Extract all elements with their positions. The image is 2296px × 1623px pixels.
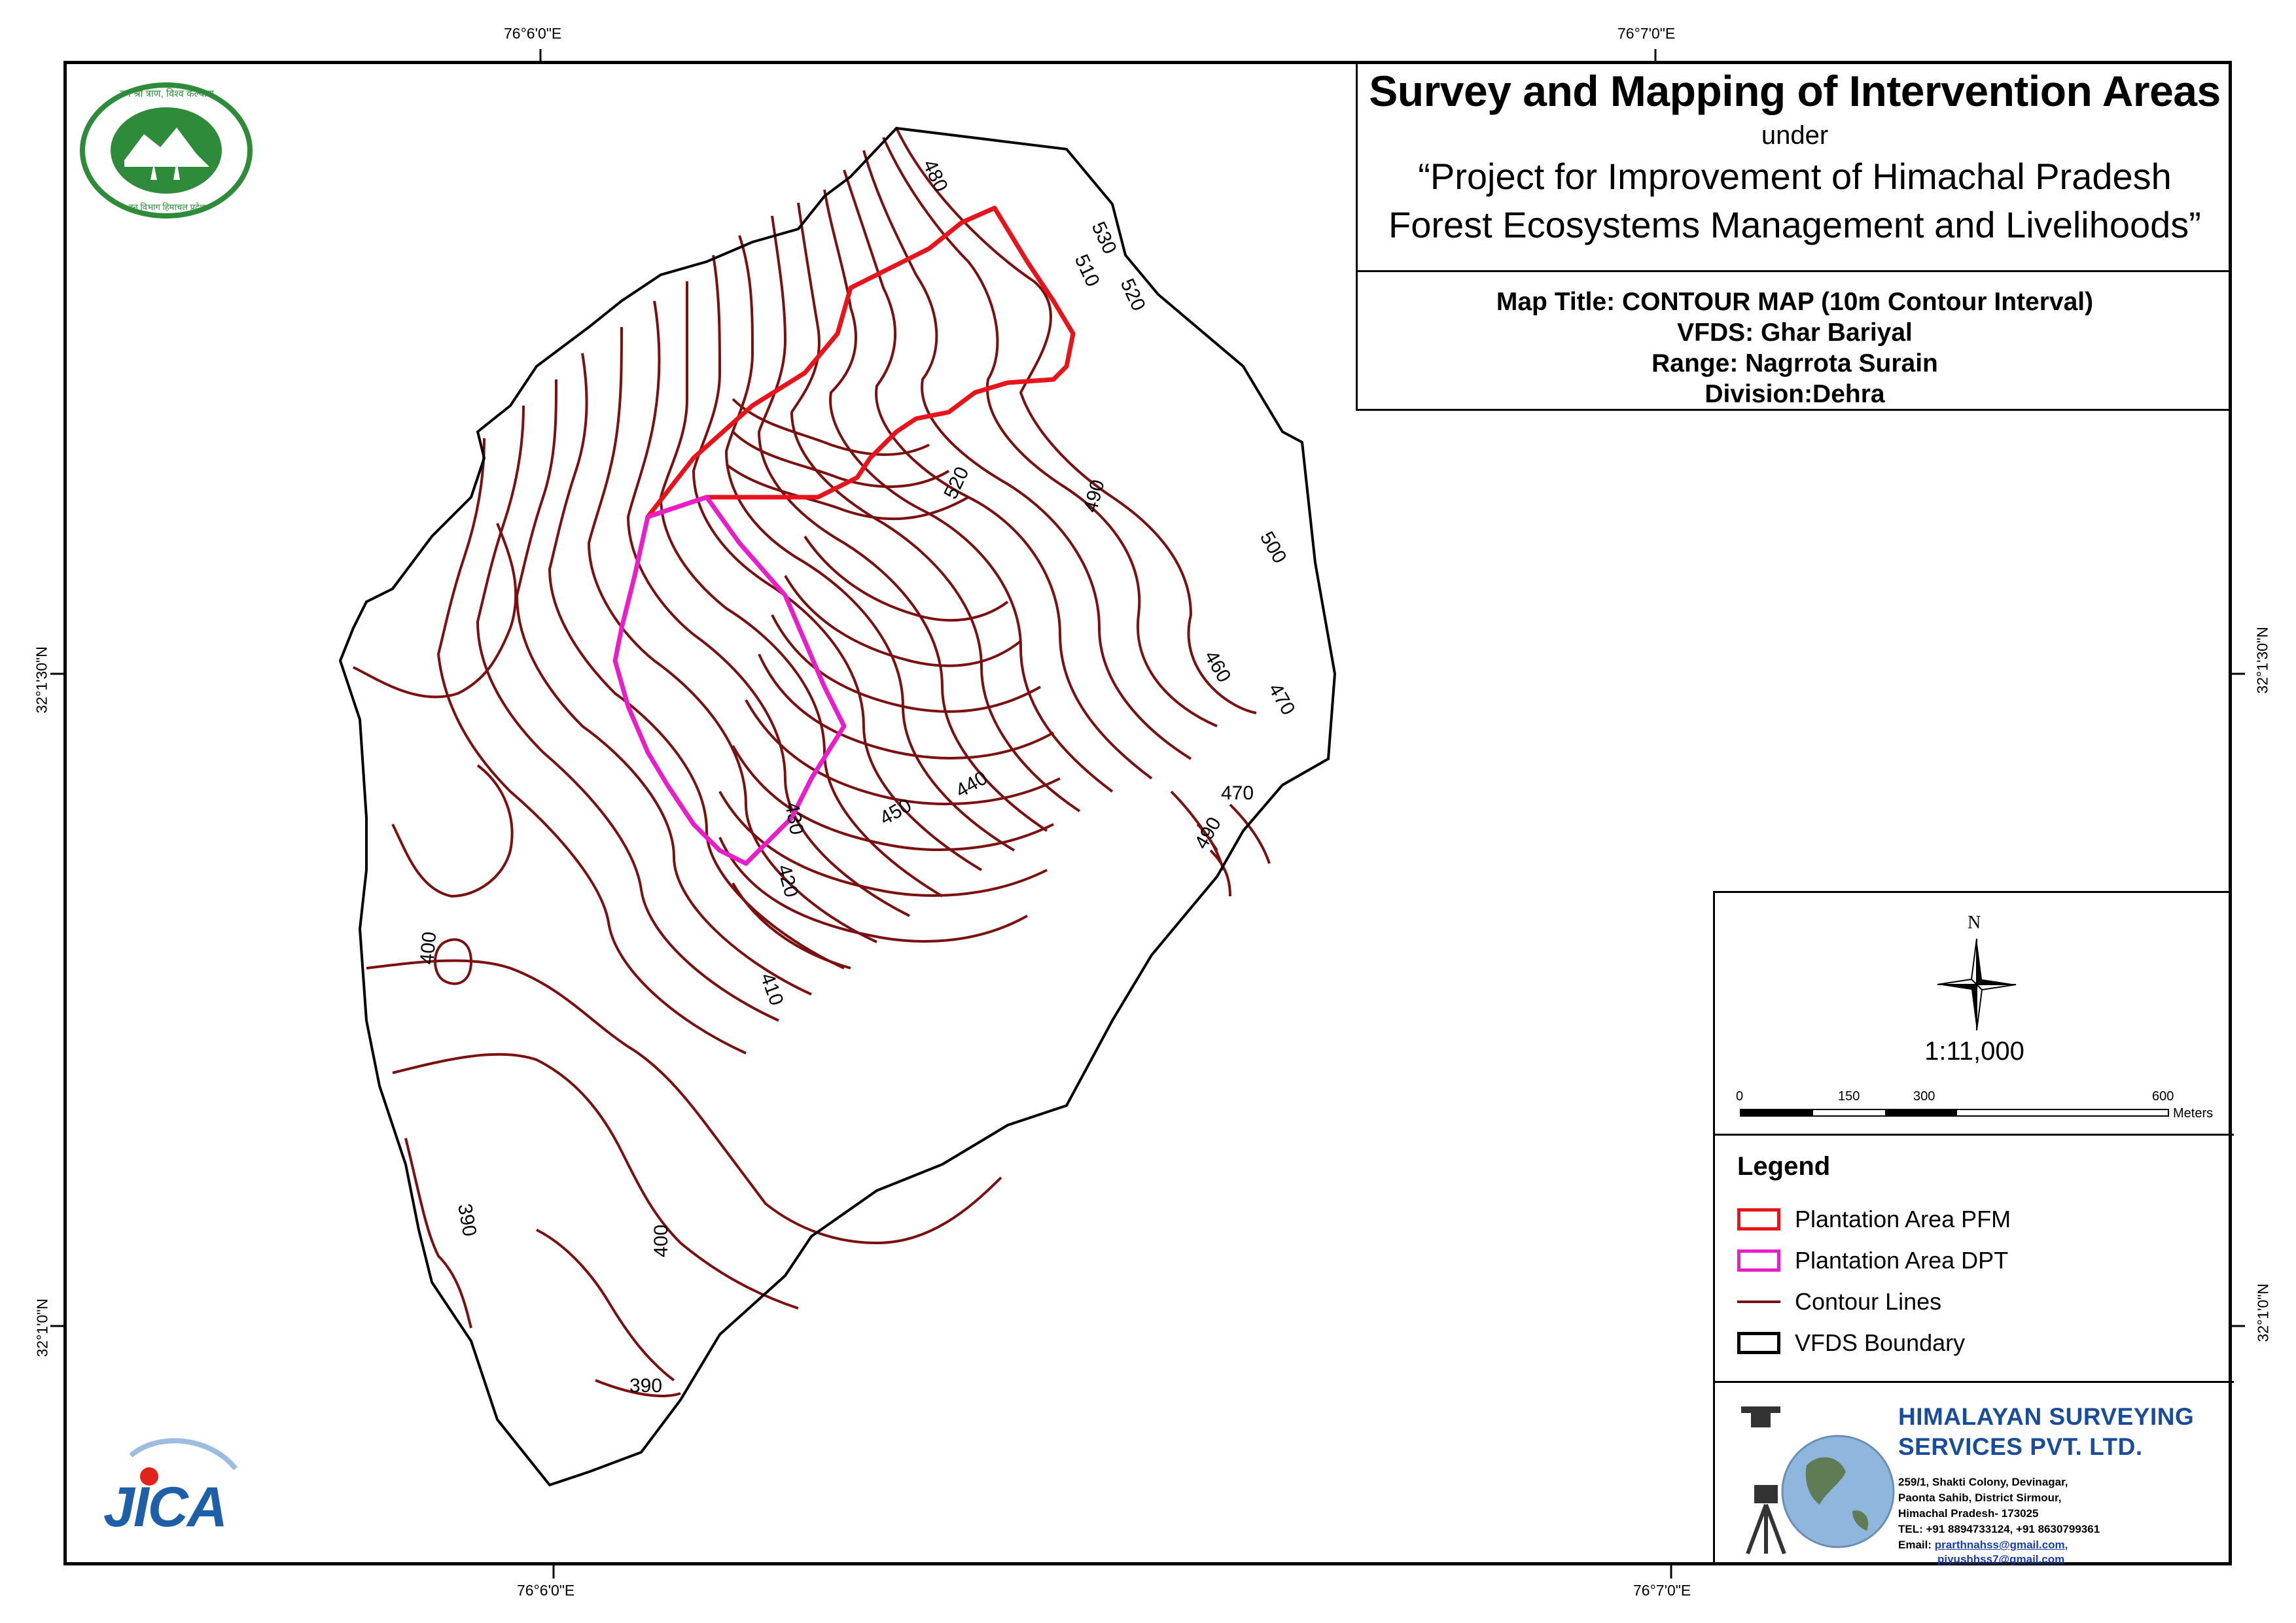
company-email-row: Email: prarthnahss@gmail.com, (1898, 1538, 2068, 1552)
contour-label: 420 (773, 862, 802, 899)
grid-label-top-left: 76°6'0"E (504, 25, 562, 42)
contour-label: 520 (1116, 275, 1150, 314)
title-panel: Survey and Mapping of Intervention Areas… (1356, 61, 2232, 272)
scale-ratio: 1:11,000 (1924, 1037, 2024, 1066)
scale-bar: 0 150 300 600 Meters (1736, 1089, 2213, 1128)
contour-lines (353, 128, 1271, 1397)
legend-label-boundary: VFDS Boundary (1795, 1329, 1966, 1356)
vfds-text: VFDS: Ghar Bariyal (1677, 319, 1913, 347)
legend-label-contour: Contour Lines (1795, 1288, 1942, 1315)
side-panel: N 1:11,000 0 150 300 600 Meters Legend (1713, 891, 2234, 1567)
contour-label: 470 (1264, 680, 1299, 719)
map-info-panel: Map Title: CONTOUR MAP (10m Contour Inte… (1356, 272, 2232, 411)
contour-label: 440 (952, 767, 991, 802)
scale-tick-300: 300 (1913, 1089, 1935, 1104)
grid-label-bottom-right: 76°7'0"E (1633, 1582, 1691, 1599)
forest-department-logo: वन श्री त्राण, विश्व कल्याण वन विभाग हिम… (79, 82, 254, 219)
legend-swatch-contour (1737, 1300, 1780, 1303)
contour-label: 510 (1070, 251, 1104, 290)
grid-label-bottom-left: 76°6'0"E (517, 1582, 575, 1599)
forest-logo-text-bottom: वन विभाग हिमाचल प्रदेश (128, 202, 205, 212)
legend-title: Legend (1737, 1152, 1831, 1181)
scale-tick-0: 0 (1736, 1089, 1744, 1104)
plantation-area-pfm (645, 205, 1076, 519)
map-main-title: Survey and Mapping of Intervention Areas (1369, 67, 2221, 115)
range-text: Range: Nagrrota Surain (1651, 349, 1938, 377)
contour-label: 430 (781, 800, 807, 836)
jica-text: JICA (103, 1476, 228, 1539)
forest-logo-text-top: वन श्री त्राण, विश्व कल्याण (120, 88, 214, 99)
legend-swatch-pfm (1737, 1208, 1780, 1230)
project-title-line2: Forest Ecosystems Management and Livelih… (1388, 204, 2201, 245)
company-name-line1: HIMALAYAN SURVEYING (1898, 1403, 2195, 1430)
contour-label: 500 (1256, 528, 1291, 567)
north-label: N (1968, 913, 1981, 933)
contour-label: 450 (876, 794, 915, 829)
company-addr2: Paonta Sahib, District Sirmour, (1898, 1492, 2062, 1504)
legend-item-pfm: Plantation Area PFM (1737, 1205, 2011, 1234)
divider (1715, 1134, 2234, 1136)
company-email-label: Email: (1898, 1539, 1932, 1551)
project-title-line1: “Project for Improvement of Himachal Pra… (1418, 156, 2172, 197)
contour-label: 390 (453, 1202, 480, 1238)
contour-label: 530 (1087, 218, 1121, 257)
legend-item-dpt: Plantation Area DPT (1737, 1246, 2008, 1275)
contour-label: 390 (629, 1375, 662, 1397)
scale-unit: Meters (2173, 1106, 2214, 1121)
jica-logo: JICA (98, 1429, 249, 1547)
map-frame (63, 61, 2232, 1565)
contour-label: 480 (919, 156, 952, 195)
contour-label: 470 (1221, 782, 1254, 804)
contour-labels: 480 530 510 520 520 490 500 460 470 470 … (416, 156, 1299, 1397)
scale-tick-150: 150 (1838, 1089, 1860, 1104)
company-addr3: Himachal Pradesh- 173025 (1898, 1507, 2039, 1520)
plantation-area-dpt (612, 495, 847, 866)
legend-swatch-boundary (1737, 1332, 1780, 1354)
scale-segments (1740, 1109, 2169, 1117)
company-tel: TEL: +91 8894733124, +91 8630799361 (1898, 1523, 2100, 1535)
legend-label-pfm: Plantation Area PFM (1795, 1206, 2011, 1232)
contour-label: 410 (756, 970, 787, 1008)
contour-label: 400 (650, 1225, 672, 1257)
legend-label-dpt: Plantation Area DPT (1795, 1247, 2009, 1274)
company-addr1: 259/1, Shakti Colony, Devinagar, (1898, 1476, 2068, 1488)
map-title-text: Map Title: CONTOUR MAP (10m Contour Inte… (1496, 288, 2094, 316)
contour-label: 490 (1080, 478, 1109, 515)
scale-tick-600: 600 (2152, 1089, 2174, 1104)
company-name-line2: SERVICES PVT. LTD. (1898, 1433, 2143, 1460)
contour-label: 400 (416, 931, 440, 966)
company-email1[interactable]: prarthnahss@gmail.com, (1934, 1539, 2068, 1551)
legend-item-contour: Contour Lines (1737, 1287, 1941, 1316)
division-text: Division:Dehra (1704, 380, 1885, 408)
legend-item-boundary: VFDS Boundary (1737, 1329, 1965, 1357)
map-title-under: under (1761, 121, 1829, 150)
vfds-boundary (338, 126, 1337, 1487)
company-email-row2: piyushhss7@gmail.com (1937, 1552, 2064, 1567)
legend-swatch-dpt (1737, 1249, 1780, 1272)
grid-ticks (50, 49, 2245, 1579)
company-email2[interactable]: piyushhss7@gmail.com (1937, 1553, 2065, 1565)
compass-icon (1937, 938, 2017, 1031)
grid-label-top-right: 76°7'0"E (1617, 25, 1676, 42)
company-logo (1728, 1393, 1898, 1557)
divider (1715, 1381, 2234, 1383)
north-arrow: N (1931, 913, 2022, 1031)
